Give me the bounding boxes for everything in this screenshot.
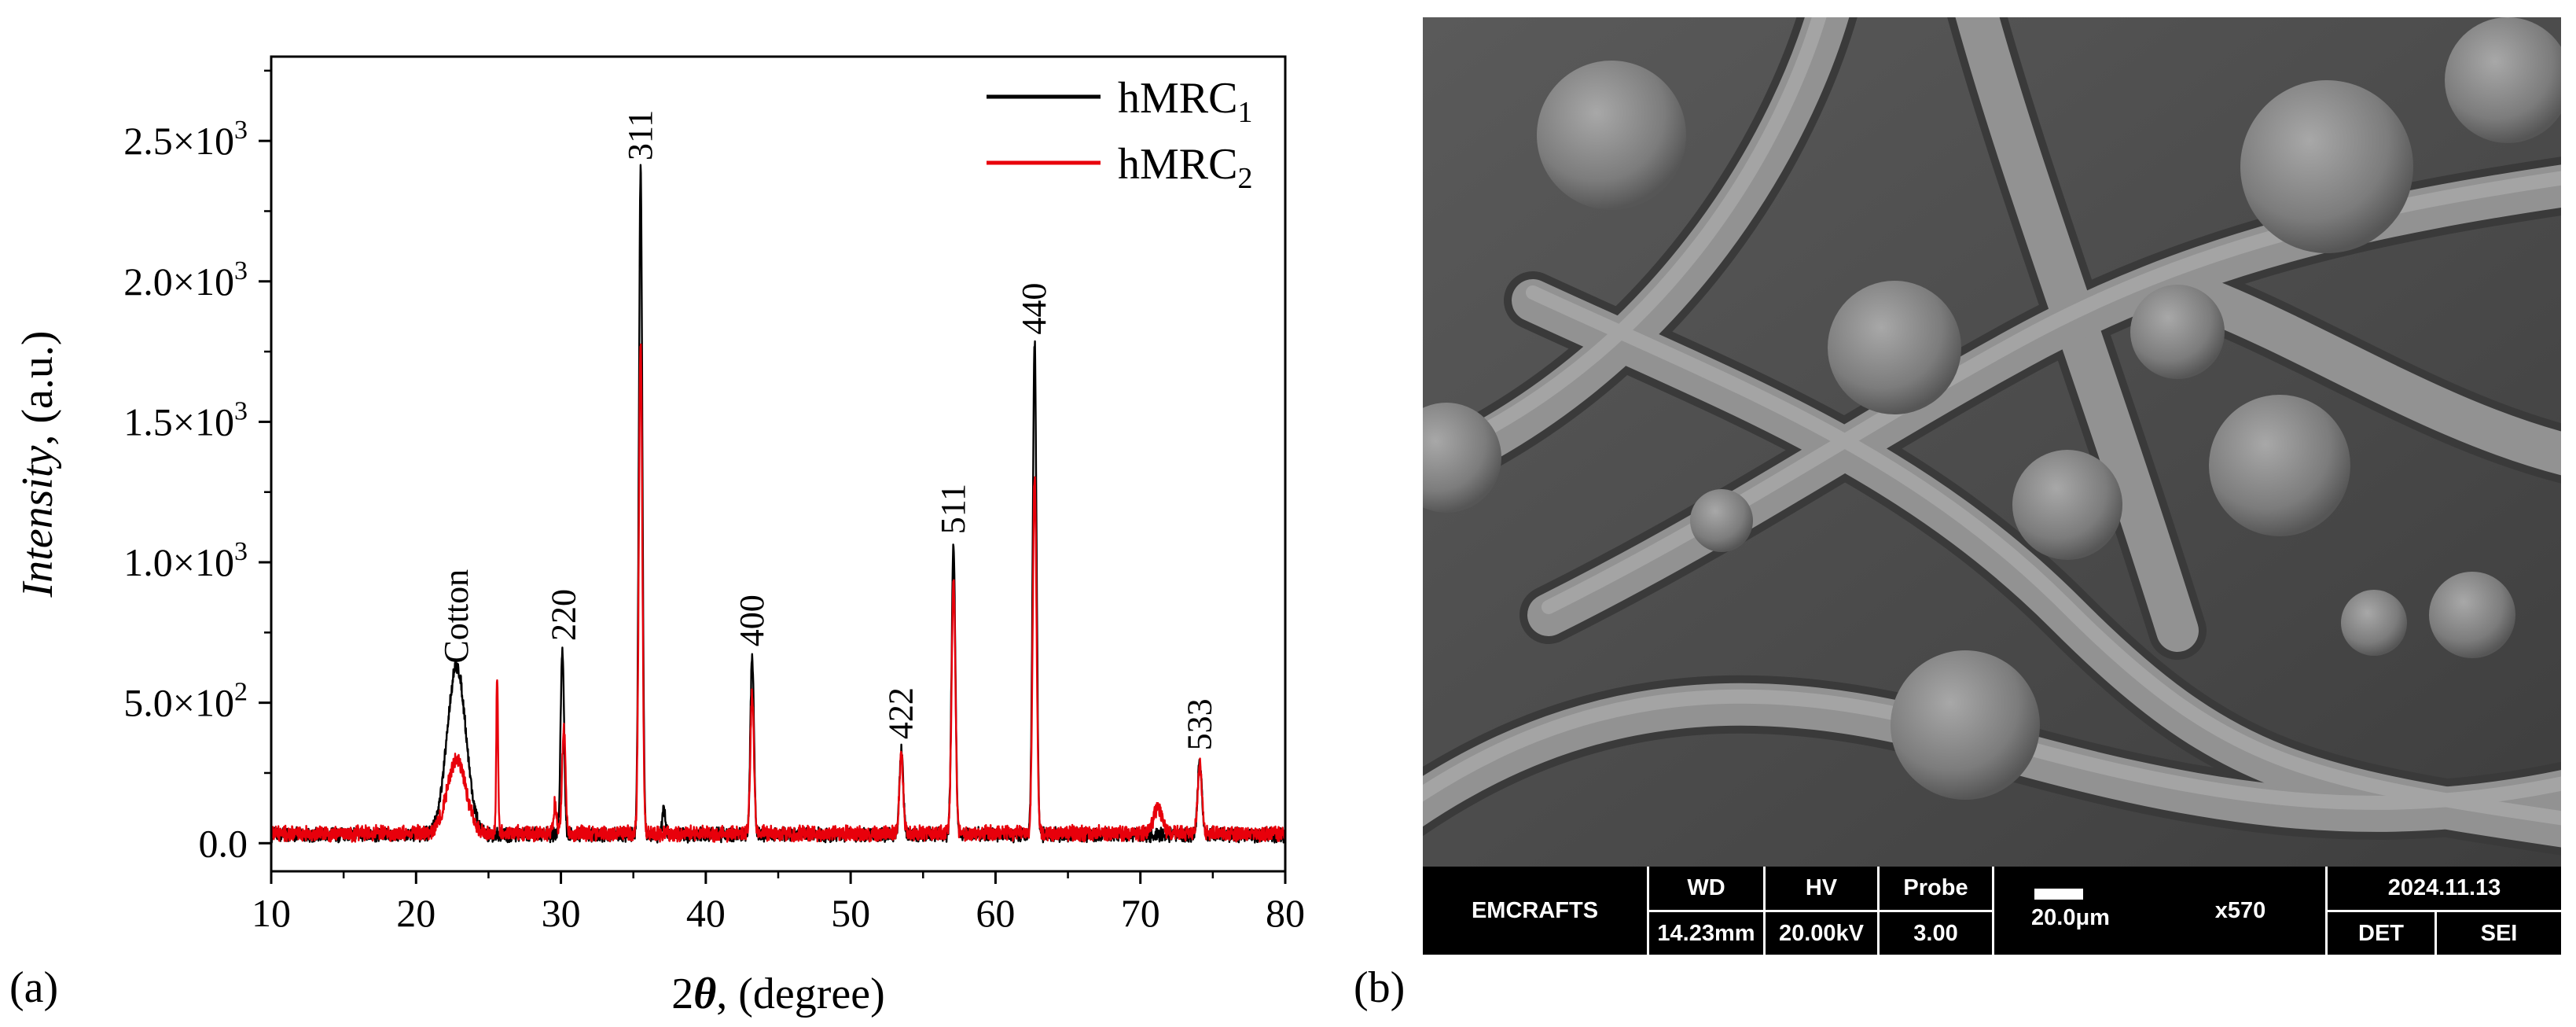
x-axis-label-suffix: , (degree) <box>716 970 885 1018</box>
x-tick-label: 60 <box>976 891 1015 935</box>
series-line-hmrc2 <box>271 343 1285 843</box>
legend-label-hmrc1: hMRC1 <box>1118 74 1253 129</box>
legend-label-hmrc2-name: hMRC <box>1118 140 1238 189</box>
sem-hv-label: HV <box>1805 875 1838 900</box>
y-tick-label: 5.0×102 <box>123 678 248 725</box>
peak-label-533: 533 <box>1180 698 1218 750</box>
peak-label-440: 440 <box>1015 283 1053 335</box>
peak-label-422: 422 <box>882 687 921 739</box>
x-axis-label-theta: θ <box>693 970 716 1018</box>
y-tick-label: 1.5×103 <box>123 396 248 444</box>
legend: hMRC1 hMRC2 <box>987 74 1253 195</box>
panel-a-label: (a) <box>9 963 59 1012</box>
sem-det-value: SEI <box>2480 920 2518 946</box>
sem-brand: EMCRAFTS <box>1471 897 1599 923</box>
sem-micrograph: EMCRAFTS WD 14.23mm HV 20.00kV Probe 3.0… <box>1423 17 2561 955</box>
peak-label-311: 311 <box>621 110 660 160</box>
sem-magnification: x570 <box>2214 897 2266 923</box>
sem-info-bar: EMCRAFTS WD 14.23mm HV 20.00kV Probe 3.0… <box>1423 867 2561 955</box>
y-axis-label-suffix: , (a.u.) <box>13 331 62 446</box>
sem-date: 2024.11.13 <box>2387 875 2501 900</box>
panel-b-label: (b) <box>1354 963 1406 1012</box>
x-axis-label-prefix: 2 <box>671 970 693 1018</box>
peak-label-cotton: Cotton <box>437 569 476 664</box>
sem-hv-value: 20.00kV <box>1778 920 1865 946</box>
y-tick-label: 2.5×103 <box>123 116 248 163</box>
sem-wd-value: 14.23mm <box>1657 920 1755 946</box>
x-tick-label: 80 <box>1266 891 1305 935</box>
legend-label-hmrc2-sub: 2 <box>1238 162 1253 195</box>
peak-label-400: 400 <box>733 594 771 646</box>
sem-probe-label: Probe <box>1903 875 1968 900</box>
y-tick-label: 2.0×103 <box>123 256 248 304</box>
y-tick-label: 1.0×103 <box>123 537 248 584</box>
sem-det-label: DET <box>2358 920 2404 946</box>
sem-scale-text: 20.0μm <box>2031 904 2110 930</box>
x-axis-label: 2θ, (degree) <box>671 970 885 1018</box>
legend-label-hmrc2: hMRC2 <box>1118 140 1253 195</box>
y-axis-label: Intensity, (a.u.) <box>13 331 62 598</box>
x-tick-label: 10 <box>252 891 291 935</box>
series-line-hmrc1 <box>271 164 1285 844</box>
x-tick-label: 40 <box>686 891 726 935</box>
x-tick-label: 30 <box>542 891 581 935</box>
sem-image <box>1423 17 2561 867</box>
peak-label-220: 220 <box>544 589 582 641</box>
legend-label-hmrc1-name: hMRC <box>1118 74 1238 123</box>
sem-scale-bar <box>2034 889 2083 900</box>
y-axis-label-italic: Intensity <box>13 446 62 598</box>
xrd-chart: Cotton 220 311 400 422 511 440 533 10 20 30 40 50 60… <box>13 55 1305 1018</box>
peak-label-511: 511 <box>934 484 972 534</box>
x-tick-label: 20 <box>396 891 435 935</box>
legend-label-hmrc1-sub: 1 <box>1238 96 1253 129</box>
x-tick-label: 50 <box>831 891 870 935</box>
x-tick-label: 70 <box>1121 891 1160 935</box>
sem-probe-value: 3.00 <box>1913 920 1958 946</box>
sem-wd-label: WD <box>1687 875 1725 900</box>
y-tick-label: 0.0 <box>199 821 248 865</box>
